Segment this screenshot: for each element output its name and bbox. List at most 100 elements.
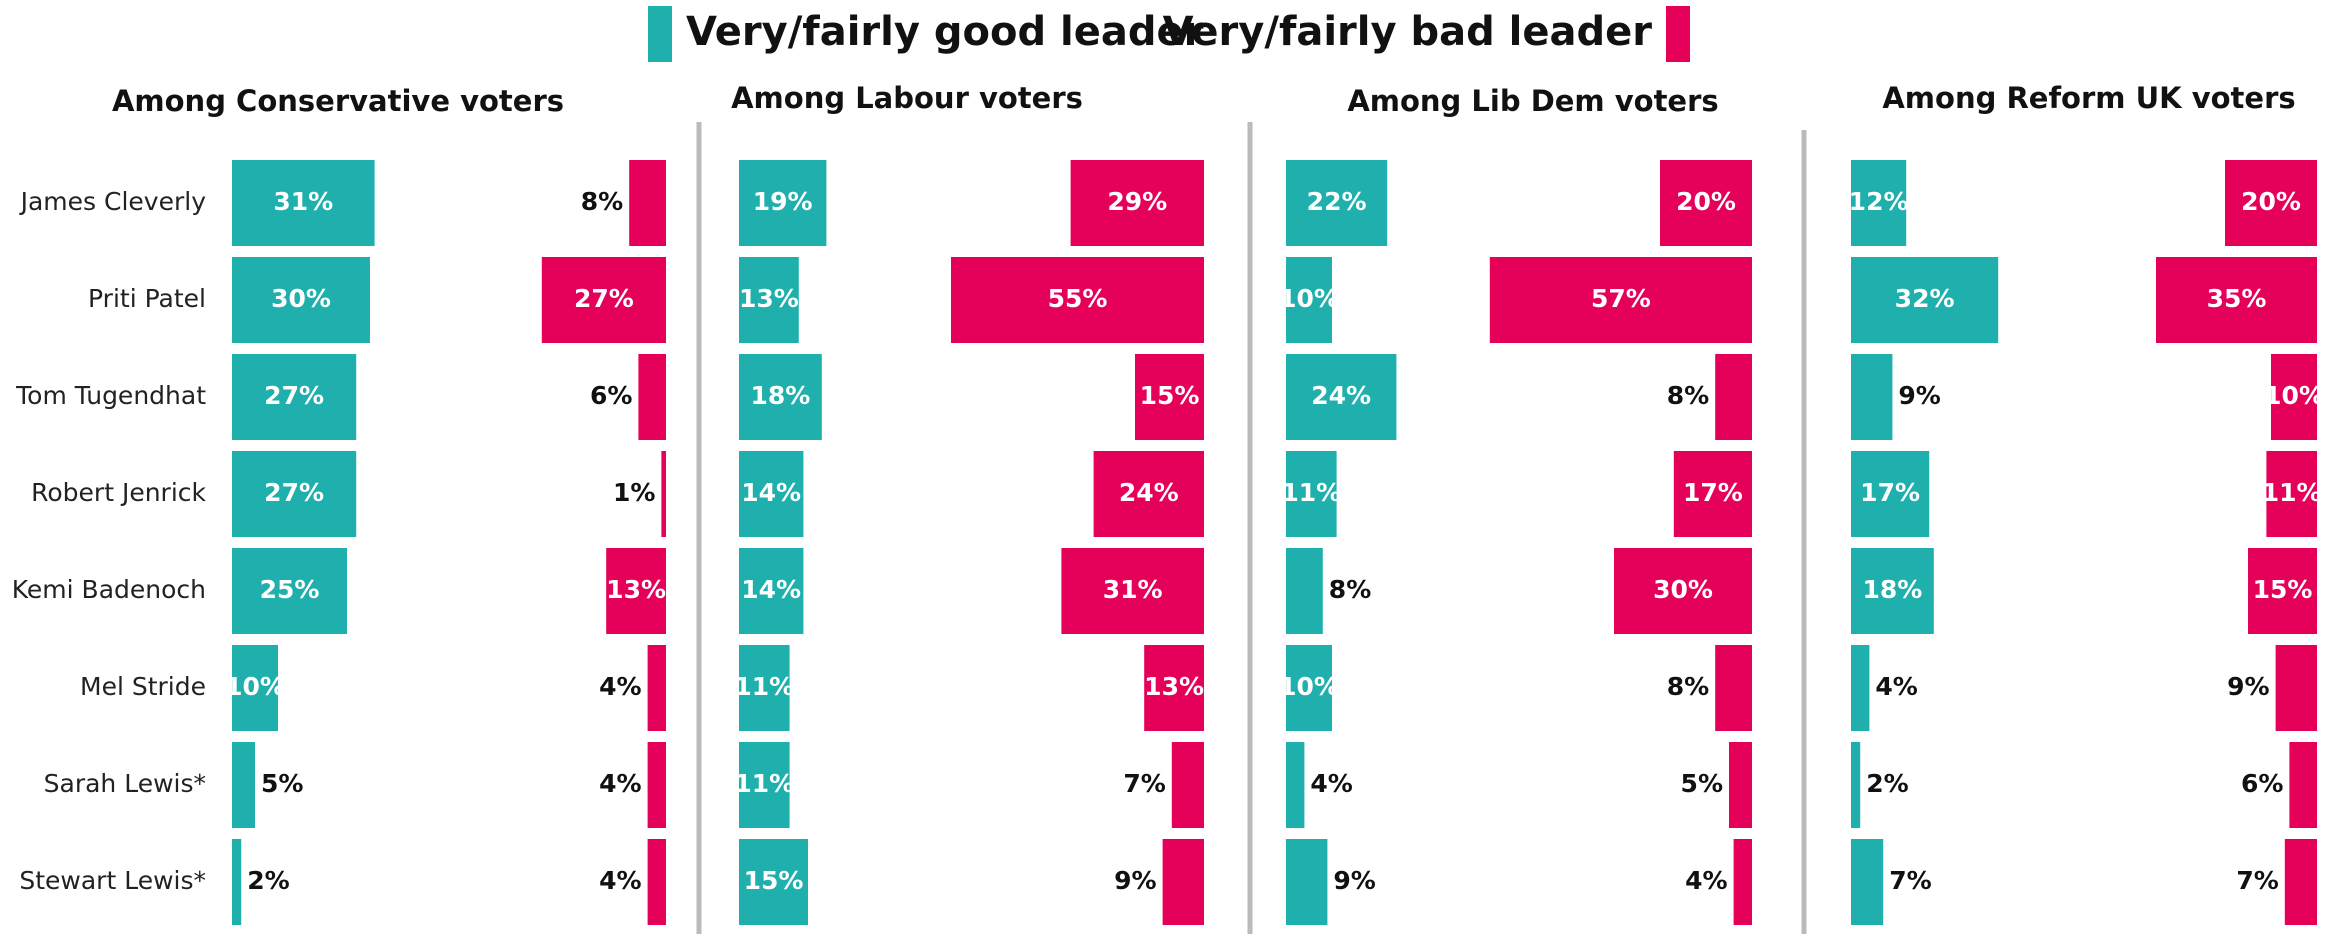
value-label: 20%: [1676, 187, 1736, 216]
bar: [1286, 160, 1388, 246]
bar: [1851, 160, 1907, 246]
value-label: 27%: [574, 284, 634, 313]
value-label: 13%: [606, 575, 666, 604]
value-label: 8%: [1329, 575, 1371, 604]
bar: [1660, 160, 1752, 246]
value-label: 15%: [744, 866, 804, 895]
bar: [1614, 548, 1752, 634]
bar: [1673, 451, 1752, 537]
value-label: 10%: [1279, 672, 1339, 701]
legend-swatch: [1666, 6, 1690, 62]
value-label: 10%: [2264, 381, 2324, 410]
value-label: 15%: [2253, 575, 2313, 604]
bar: [232, 257, 370, 343]
value-label: 14%: [741, 478, 801, 507]
value-label: 11%: [734, 769, 794, 798]
bar: [1286, 451, 1337, 537]
bar: [232, 354, 357, 440]
value-label: 6%: [2241, 769, 2283, 798]
value-label: 4%: [599, 672, 641, 701]
bar: [739, 160, 827, 246]
bar: [1851, 548, 1934, 634]
bar: [1286, 742, 1305, 828]
bar: [606, 548, 666, 634]
category-label: James Cleverly: [19, 187, 207, 216]
value-label: 4%: [599, 866, 641, 895]
bar: [2225, 160, 2317, 246]
value-label: 13%: [1144, 672, 1204, 701]
value-label: 1%: [613, 478, 655, 507]
value-label: 4%: [599, 769, 641, 798]
value-label: 9%: [1333, 866, 1375, 895]
bar: [1715, 645, 1752, 731]
bar: [1286, 645, 1332, 731]
bar: [739, 451, 804, 537]
value-label: 19%: [753, 187, 813, 216]
value-label: 15%: [1140, 381, 1200, 410]
value-label: 31%: [273, 187, 333, 216]
value-label: 57%: [1591, 284, 1651, 313]
value-label: 13%: [739, 284, 799, 313]
bar: [1135, 354, 1204, 440]
bar: [739, 742, 790, 828]
bar: [2289, 742, 2317, 828]
value-label: 6%: [590, 381, 632, 410]
value-label: 9%: [1898, 381, 1940, 410]
value-label: 18%: [1862, 575, 1922, 604]
category-label: Kemi Badenoch: [12, 575, 206, 604]
bar: [1851, 257, 1999, 343]
panel-title: Among Conservative voters: [112, 84, 564, 118]
bar: [1489, 257, 1752, 343]
value-label: 9%: [2227, 672, 2269, 701]
value-label: 27%: [264, 478, 324, 507]
value-label: 10%: [1279, 284, 1339, 313]
value-label: 24%: [1119, 478, 1179, 507]
bar: [1286, 839, 1328, 925]
bar: [739, 645, 790, 731]
value-label: 4%: [1875, 672, 1917, 701]
bar: [2248, 548, 2317, 634]
panel-title: Among Lib Dem voters: [1347, 84, 1718, 118]
value-label: 35%: [2207, 284, 2267, 313]
bar: [1286, 257, 1332, 343]
legend-swatch: [648, 6, 672, 62]
value-label: 5%: [261, 769, 303, 798]
bar: [2271, 354, 2317, 440]
bar: [739, 548, 804, 634]
value-label: 29%: [1107, 187, 1167, 216]
bar: [951, 257, 1204, 343]
value-label: 2%: [247, 866, 289, 895]
bar: [232, 839, 242, 925]
bar: [2156, 257, 2317, 343]
value-label: 31%: [1103, 575, 1163, 604]
legend-label: Very/fairly bad leader: [1163, 9, 1653, 55]
value-label: 7%: [1889, 866, 1931, 895]
bar: [661, 451, 666, 537]
bar: [1715, 354, 1752, 440]
bar: [1093, 451, 1204, 537]
category-label: Stewart Lewis*: [19, 866, 206, 895]
value-label: 17%: [1860, 478, 1920, 507]
panel-title: Among Labour voters: [731, 81, 1083, 115]
bar: [739, 839, 808, 925]
value-label: 4%: [1685, 866, 1727, 895]
value-label: 25%: [260, 575, 320, 604]
bar: [638, 354, 666, 440]
bar: [541, 257, 666, 343]
bar: [1851, 354, 1893, 440]
bar: [2266, 451, 2317, 537]
value-label: 22%: [1307, 187, 1367, 216]
value-label: 30%: [271, 284, 331, 313]
panel-title: Among Reform UK voters: [1882, 81, 2295, 115]
bar: [1171, 742, 1204, 828]
bar: [1733, 839, 1752, 925]
bar: [1286, 354, 1397, 440]
category-label: Mel Stride: [80, 672, 206, 701]
category-label: Robert Jenrick: [31, 478, 206, 507]
bar: [232, 451, 357, 537]
category-label: Tom Tugendhat: [15, 381, 206, 410]
value-label: 30%: [1653, 575, 1713, 604]
value-label: 7%: [2236, 866, 2278, 895]
category-label: Sarah Lewis*: [44, 769, 206, 798]
value-label: 14%: [741, 575, 801, 604]
